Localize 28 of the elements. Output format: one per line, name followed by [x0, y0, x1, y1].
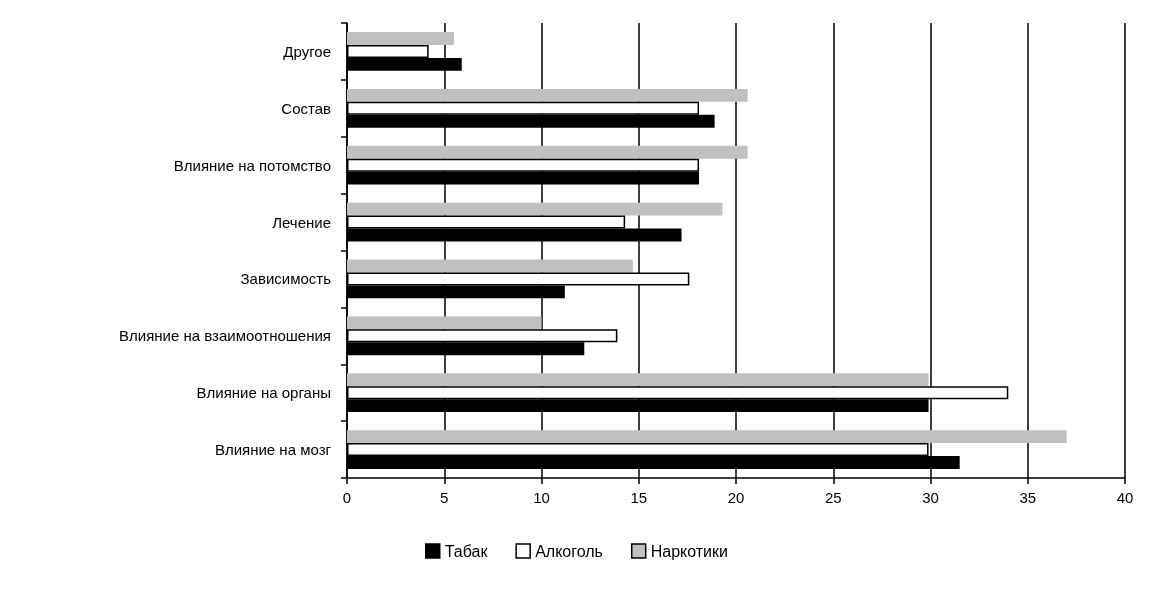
x-tick-label: 15 — [630, 489, 648, 506]
x-tick-label: 0 — [342, 489, 352, 506]
x-tick-label: 5 — [440, 489, 449, 506]
bar — [347, 373, 929, 387]
bar — [347, 88, 748, 102]
x-tick-label: 40 — [1116, 489, 1134, 506]
y-tick-label: Состав — [281, 99, 332, 117]
y-tick-label: Влияние на мозг — [214, 441, 332, 459]
y-tick-label: Влияние на органы — [196, 384, 331, 402]
y-tick-label: Зависимость — [240, 270, 332, 288]
bar — [347, 259, 633, 273]
bar — [347, 430, 1067, 444]
x-tick-label: 10 — [533, 489, 550, 506]
bar — [347, 316, 542, 330]
x-tick-label: 20 — [727, 489, 745, 506]
bar — [347, 202, 723, 216]
legend-label: Алкоголь — [535, 542, 603, 560]
y-tick-label: Другое — [283, 42, 331, 60]
y-tick-label: Влияние на потомство — [173, 156, 331, 174]
x-tick-label: 30 — [922, 489, 939, 506]
bar — [347, 145, 748, 159]
x-tick-label: 25 — [824, 489, 842, 506]
legend-label: Табак — [444, 542, 489, 560]
y-tick-label: Лечение — [272, 213, 331, 231]
x-tick-label: 35 — [1019, 489, 1037, 506]
legend-label: Наркотики — [650, 542, 728, 560]
y-tick-label: Влияние на взаимоотношения — [119, 327, 331, 345]
bar — [347, 32, 454, 45]
